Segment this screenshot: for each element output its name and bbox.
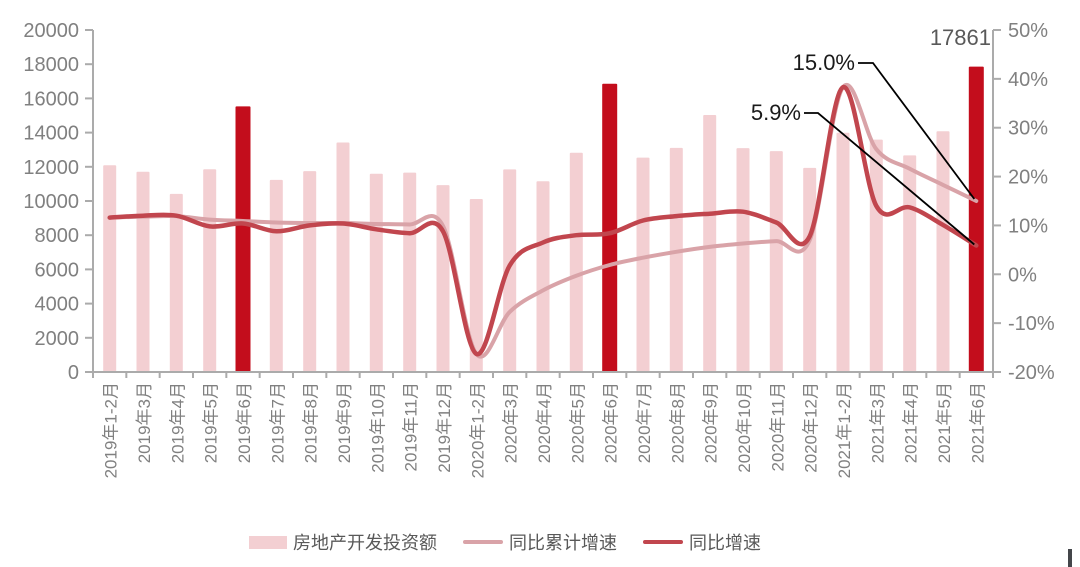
y-axis-left-tick-label: 6000 — [35, 259, 80, 281]
chart-legend: 房地产开发投资额 同比累计增速 同比增速 — [0, 529, 1010, 555]
investment-bar — [303, 171, 317, 372]
investment-bar — [669, 147, 683, 372]
y-axis-right-tick-label: 50% — [1008, 20, 1048, 42]
y-axis-right-tick-label: 0% — [1008, 264, 1037, 286]
x-axis-label: 2019年6月 — [235, 382, 254, 463]
x-axis-label: 2019年10月 — [368, 382, 387, 473]
x-axis-label: 2021年1-2月 — [835, 382, 854, 478]
monthly-line-swatch — [643, 540, 683, 544]
x-axis-label: 2019年3月 — [135, 382, 154, 463]
legend-label-monthly-growth: 同比增速 — [689, 533, 761, 553]
monthly-annotation-connector — [804, 112, 975, 246]
legend-label-investment: 房地产开发投资额 — [293, 533, 437, 553]
x-axis-label: 2019年11月 — [402, 382, 421, 471]
y-axis-left-tick-label: 18000 — [23, 54, 79, 76]
screen-edge-mark — [1068, 549, 1072, 567]
investment-bar — [903, 155, 917, 372]
y-axis-right-tick-label: 40% — [1008, 69, 1048, 91]
investment-bar — [336, 142, 350, 372]
x-axis-label: 2021年3月 — [868, 382, 887, 463]
y-axis-left-tick-label: 14000 — [23, 123, 79, 145]
investment-bar-highlight — [235, 106, 251, 373]
x-axis-label: 2020年3月 — [502, 382, 521, 463]
y-axis-left-tick-label: 4000 — [35, 294, 80, 316]
y-axis-right-tick-label: -10% — [1008, 313, 1055, 335]
investment-bar — [769, 151, 783, 372]
legend-item-investment: 房地产开发投资额 — [249, 529, 437, 555]
y-axis-right-tick-label: 10% — [1008, 215, 1048, 237]
legend-item-monthly-growth: 同比增速 — [643, 529, 761, 555]
x-axis-label: 2019年1-2月 — [102, 382, 121, 478]
investment-bar — [269, 179, 283, 372]
last-bar-value-annotation: 17861 — [929, 25, 991, 50]
x-axis-label: 2019年7月 — [268, 382, 287, 463]
y-axis-left-tick-label: 20000 — [23, 20, 79, 42]
investment-bar — [203, 169, 217, 372]
x-axis-label: 2019年4月 — [168, 382, 187, 463]
x-axis-label: 2019年8月 — [302, 382, 321, 463]
investment-bar — [936, 131, 950, 372]
investment-bar — [869, 139, 883, 372]
x-axis-label: 2019年5月 — [202, 382, 221, 463]
investment-bar — [503, 169, 517, 372]
x-axis-label: 2021年5月 — [935, 382, 954, 463]
investment-bar — [103, 165, 117, 372]
investment-bar — [803, 167, 817, 372]
bar-series-swatch — [249, 535, 287, 549]
x-axis-label: 2020年1-2月 — [468, 382, 487, 478]
investment-bar-highlight — [968, 66, 984, 372]
x-axis-label: 2019年9月 — [335, 382, 354, 463]
y-axis-left-tick-label: 10000 — [23, 191, 79, 213]
cumulative-line-swatch — [463, 540, 503, 544]
investment-bar — [369, 173, 383, 372]
investment-bar — [136, 171, 150, 372]
x-axis-label: 2020年8月 — [668, 382, 687, 463]
x-axis-label: 2020年4月 — [535, 382, 554, 463]
x-axis-label: 2021年4月 — [902, 382, 921, 463]
investment-bar — [169, 193, 183, 372]
y-axis-right-tick-label: -20% — [1008, 362, 1055, 384]
investment-bar — [736, 148, 750, 372]
cumulative-growth-annotation: 15.0% — [792, 50, 855, 75]
monthly-growth-annotation: 5.9% — [750, 100, 801, 125]
x-axis-label: 2021年6月 — [968, 382, 987, 463]
y-axis-left-tick-label: 2000 — [35, 328, 80, 350]
y-axis-left-tick-label: 16000 — [23, 88, 79, 110]
x-axis-label: 2020年12月 — [802, 382, 821, 473]
cumulative-annotation-connector — [858, 62, 976, 200]
y-axis-right-tick-label: 20% — [1008, 167, 1048, 189]
x-axis-label: 2020年10月 — [735, 382, 754, 473]
legend-item-cumulative-growth: 同比累计增速 — [463, 529, 617, 555]
investment-bar — [569, 152, 583, 372]
y-axis-left-tick-label: 8000 — [35, 225, 80, 247]
investment-bar-highlight — [602, 83, 618, 372]
x-axis-label: 2019年12月 — [435, 382, 454, 473]
legend-label-cumulative-growth: 同比累计增速 — [509, 533, 617, 553]
investment-bar — [436, 185, 450, 372]
monthly-growth-line — [107, 84, 979, 357]
x-axis-label: 2020年5月 — [568, 382, 587, 463]
x-axis-label: 2020年9月 — [702, 382, 721, 463]
investment-bar — [703, 115, 717, 372]
y-axis-right-tick-label: 30% — [1008, 118, 1048, 140]
investment-bar — [536, 181, 550, 372]
investment-bar — [403, 172, 417, 372]
y-axis-left-tick-label: 12000 — [23, 157, 79, 179]
y-axis-left-tick-label: 0 — [68, 362, 79, 384]
investment-bar — [636, 157, 650, 372]
x-axis-label: 2020年11月 — [768, 382, 787, 471]
x-axis-label: 2020年7月 — [635, 382, 654, 463]
x-axis-label: 2020年6月 — [602, 382, 621, 463]
investment-bar — [836, 132, 850, 372]
investment-bar — [469, 199, 483, 372]
